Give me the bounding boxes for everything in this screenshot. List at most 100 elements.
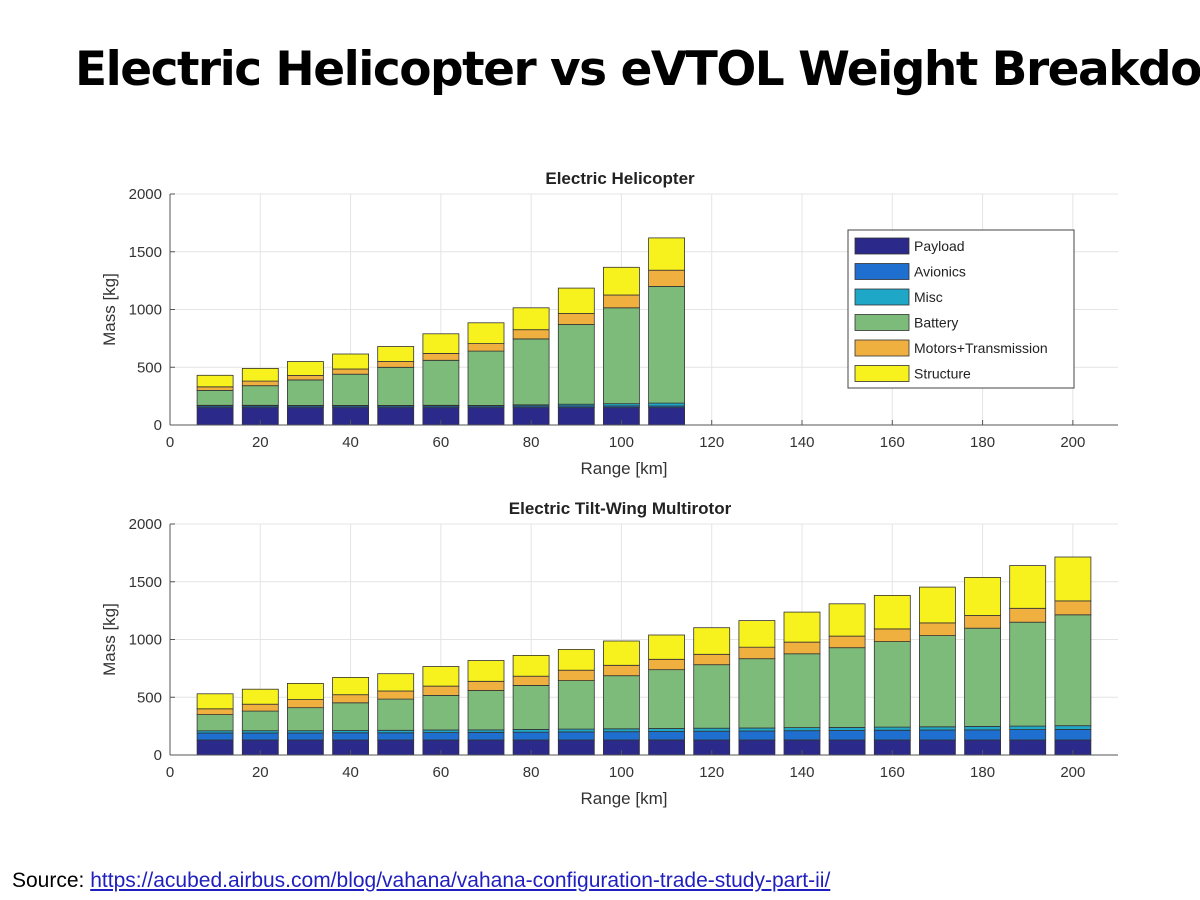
chart1-x-tick-label: 140 [789, 434, 814, 451]
chart1-bar-battery [377, 366, 415, 406]
chart2-bar-motors-transmission [828, 635, 866, 649]
chart2-bar-avionics [603, 731, 640, 741]
chart1-y-tick-label: 0 [154, 417, 162, 434]
chart2-bar-misc [422, 729, 460, 733]
chart2-bar-motors-transmission [919, 622, 956, 636]
chart2-bar-motors-transmission [286, 699, 324, 709]
chart1-bar-payload [557, 407, 595, 426]
chart2-bar-structure [557, 648, 595, 671]
chart1-bar-motors-transmission [648, 269, 685, 287]
chart2-bar-motors-transmission [648, 658, 685, 671]
chart2-bar-avionics [828, 730, 866, 741]
chart2-bar-payload [467, 739, 505, 756]
chart1-bar-motors-transmission [196, 386, 234, 391]
chart2-bar-battery [828, 647, 866, 728]
chart2-bar-payload [286, 739, 324, 756]
chart2-x-tick-label: 160 [880, 764, 905, 781]
chart1-bar-motors-transmission [332, 368, 370, 375]
chart2-bar-payload [828, 739, 866, 756]
chart2-x-tick-label: 120 [699, 764, 724, 781]
chart1-bar-structure [648, 237, 685, 271]
chart1-y-tick-label: 1000 [129, 302, 162, 319]
chart1-bar-structure [512, 307, 550, 331]
chart2-bar-avionics [422, 732, 460, 741]
chart2-bar-avionics [919, 729, 956, 741]
chart1-bar-motors-transmission [377, 361, 415, 368]
source-link[interactable]: https://acubed.airbus.com/blog/vahana/va… [90, 869, 831, 892]
chart1-legend-label-avionics: Avionics [914, 264, 966, 280]
chart1-legend-label-structure: Structure [914, 366, 971, 382]
chart2-bar-motors-transmission [873, 628, 911, 642]
chart1-bar-battery [557, 324, 595, 405]
chart2-bar-structure [422, 666, 460, 687]
chart2-x-tick-label: 40 [342, 764, 359, 781]
chart1-legend-box [847, 229, 1075, 389]
chart1-bar-structure [196, 374, 234, 388]
chart2-x-tick-label: 80 [523, 764, 540, 781]
chart1-legend-label-battery: Battery [914, 315, 958, 331]
chart2-bar-structure [693, 627, 731, 655]
chart1-bar-battery [196, 389, 234, 406]
chart2-bar-battery [286, 707, 324, 732]
chart2-y-tick-label: 500 [137, 689, 162, 706]
chart2-y-tick-label: 0 [154, 747, 162, 764]
chart2-x-tick-label: 100 [609, 764, 634, 781]
slide-title: Electric Helicopter vs eVTOL Weight Brea… [75, 42, 1200, 97]
chart2-bar-battery [422, 695, 460, 731]
chart2-bar-misc [693, 727, 731, 732]
chart2-bar-payload [196, 739, 234, 756]
chart1-legend-label-motors-transmission: Motors+Transmission [914, 340, 1048, 356]
chart2-bar-structure [828, 603, 866, 637]
chart1-bar-payload [648, 407, 685, 426]
chart1-y-tick-label: 500 [137, 359, 162, 376]
chart1-x-tick-label: 20 [252, 434, 269, 451]
chart1-bar-structure [557, 287, 595, 314]
chart1-bar-structure [603, 266, 640, 296]
chart2-bar-motors-transmission [332, 694, 370, 704]
chart1-x-tick-label: 0 [166, 434, 174, 451]
chart1-legend-swatch-misc [854, 288, 910, 306]
chart1-bar-motors-transmission [603, 294, 640, 309]
chart1-bar-battery [332, 373, 370, 406]
chart2-bar-structure [467, 660, 505, 682]
chart2-bar-avionics [241, 732, 279, 741]
chart2-bar-structure [738, 620, 776, 648]
chart2-bar-avionics [377, 732, 415, 741]
chart2-bar-motors-transmission [422, 685, 460, 696]
chart2-bar-payload [919, 739, 956, 756]
chart1-bar-battery [241, 385, 279, 406]
chart2-bar-battery [1054, 614, 1092, 727]
chart2-bar-battery [964, 627, 1001, 727]
chart2-bar-avionics [512, 731, 550, 741]
chart2-bar-motors-transmission [603, 664, 640, 677]
chart2-bar-battery [241, 710, 279, 732]
chart2-bar-battery [603, 675, 640, 730]
chart2-bar-structure [241, 688, 279, 705]
chart2-bar-misc [964, 726, 1001, 731]
chart1-y-axis-title: Mass [kg] [100, 273, 119, 346]
chart2-bar-motors-transmission [241, 703, 279, 712]
chart2-bar-avionics [196, 732, 234, 741]
chart2-bar-motors-transmission [1054, 600, 1092, 616]
chart2-bar-payload [377, 739, 415, 756]
chart1-x-tick-label: 80 [523, 434, 540, 451]
chart1-x-tick-label: 180 [970, 434, 995, 451]
chart2-x-tick-label: 0 [166, 764, 174, 781]
chart2-bar-battery [467, 690, 505, 731]
chart2-bar-motors-transmission [738, 646, 776, 660]
chart1-bar-battery [422, 359, 460, 406]
chart2-bar-motors-transmission [964, 615, 1001, 629]
chart2-bar-structure [964, 576, 1001, 616]
chart1-bar-battery [467, 350, 505, 406]
chart1-bar-motors-transmission [422, 352, 460, 361]
chart2-bar-motors-transmission [557, 669, 595, 682]
chart2-x-tick-label: 180 [970, 764, 995, 781]
chart1-bar-structure [422, 333, 460, 354]
chart2-bar-avionics [1054, 729, 1092, 741]
chart1-y-tick-label: 1500 [129, 244, 162, 261]
chart2-bar-misc [1009, 725, 1047, 730]
charts-figure: 0 20 40 60 80 100 120 140 160 180 2000500100015002… [100, 169, 1118, 808]
chart2-bar-avionics [693, 730, 731, 741]
chart2-bar-avionics [286, 732, 324, 741]
chart2-bar-battery [648, 669, 685, 729]
